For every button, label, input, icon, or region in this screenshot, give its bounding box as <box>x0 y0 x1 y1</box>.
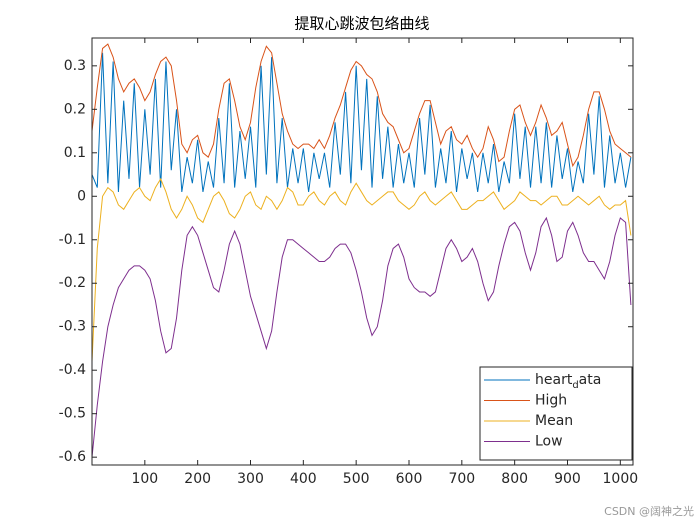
y-tick-label: 0.2 <box>64 101 86 117</box>
x-tick-label: 300 <box>237 471 264 487</box>
legend-label: Low <box>535 434 563 450</box>
y-tick-label: -0.3 <box>59 319 86 335</box>
chart-title: 提取心跳波包络曲线 <box>294 15 429 33</box>
plot-lines <box>92 43 632 458</box>
x-tick-label: 100 <box>131 471 158 487</box>
x-tick-label: 200 <box>184 471 211 487</box>
legend-label: Mean <box>535 413 573 429</box>
legend-box <box>479 366 633 461</box>
y-tick-label: 0 <box>77 188 86 204</box>
x-tick-label: 700 <box>448 471 475 487</box>
y-tick-label: 0.3 <box>64 58 86 74</box>
x-tick-label: 600 <box>396 471 423 487</box>
series-line <box>92 52 632 193</box>
y-tick-label: -0.4 <box>59 362 86 378</box>
series-line <box>92 216 632 458</box>
x-tick-label: 400 <box>290 471 317 487</box>
y-tick-label: -0.2 <box>59 275 86 291</box>
x-tick-label: 900 <box>554 471 581 487</box>
y-tick-label: -0.6 <box>59 449 86 465</box>
y-tick-label: -0.1 <box>59 232 86 248</box>
axes-box <box>91 37 634 466</box>
legend-label: High <box>535 393 567 409</box>
x-tick-label: 1000 <box>603 471 639 487</box>
y-tick-label: -0.5 <box>59 406 86 422</box>
series-line <box>92 43 632 168</box>
series-line <box>92 177 632 362</box>
x-tick-label: 500 <box>343 471 370 487</box>
legend-label: heartdata <box>535 372 601 391</box>
x-tick-label: 800 <box>501 471 528 487</box>
y-tick-label: 0.1 <box>64 145 86 161</box>
watermark: CSDN @阔神之光 <box>604 504 694 518</box>
